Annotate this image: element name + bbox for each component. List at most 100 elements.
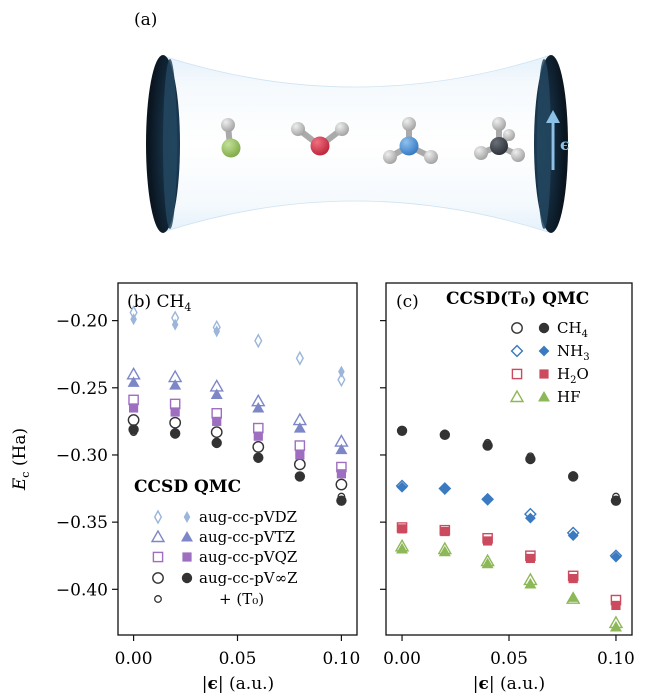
data-point-c-diamond <box>567 530 579 541</box>
legend-marker-filled <box>181 572 193 584</box>
legend-label: NH3 <box>557 342 590 363</box>
legend-label: aug-cc-pVQZ <box>199 548 297 566</box>
legend-marker-filled <box>539 369 549 379</box>
data-point-b-triangle <box>252 401 265 413</box>
data-point-b-circle <box>335 478 348 491</box>
y-tick-label: −0.35 <box>56 513 108 533</box>
data-point-b-thin-diamond <box>295 350 304 366</box>
data-point-c-small-circle <box>526 452 535 461</box>
data-point-c-diamond <box>524 512 536 524</box>
data-point-c-triangle <box>524 577 537 589</box>
data-point-c-diamond <box>482 493 494 505</box>
data-point-c-triangle <box>609 620 622 632</box>
data-point-b-square <box>170 407 180 417</box>
data-point-b-triangle <box>335 443 348 455</box>
x-tick-label: 0.05 <box>219 649 257 669</box>
panel-b-x-axis-label: |ϵ| (a.u.) <box>202 674 274 694</box>
legend-marker-open <box>150 529 166 543</box>
data-point-b-thin-diamond <box>254 333 263 349</box>
data-point-c-small-circle <box>398 426 406 435</box>
data-point-b-circle <box>210 426 223 439</box>
panel-b: (b) CH4 CCSD QMC Ec (Ha) |ϵ| (a.u.) 0.00… <box>10 282 360 694</box>
data-point-c-small-circle <box>612 492 620 501</box>
field-arrow-icon <box>546 110 560 170</box>
legend-label: CH4 <box>557 319 588 340</box>
y-tick-label: −0.25 <box>56 379 108 399</box>
data-point-c-triangle <box>481 557 494 569</box>
legend-marker-filled <box>538 345 550 357</box>
data-point-b-small-circle <box>129 428 138 437</box>
legend-marker-open <box>511 368 523 380</box>
legend-label: aug-cc-pV∞Z <box>199 569 298 587</box>
left-mirror-face <box>163 59 177 229</box>
legend-marker-open <box>152 572 164 584</box>
y-tick-label: −0.30 <box>56 446 108 466</box>
x-tick-label: 0.05 <box>490 649 528 669</box>
data-point-c-small-circle <box>569 471 578 480</box>
data-point-c-square <box>568 573 578 584</box>
panel-c-axes <box>385 282 633 636</box>
data-point-b-square <box>128 394 139 406</box>
y-tick-label: −0.20 <box>56 312 108 332</box>
data-point-b-small-circle <box>212 440 221 449</box>
data-point-c-diamond <box>610 551 622 563</box>
data-point-b-triangle <box>127 376 140 387</box>
panel-a-label: (a) <box>134 10 157 30</box>
data-point-b-square <box>128 403 139 413</box>
y-tick-label: −0.40 <box>56 580 108 600</box>
legend-marker-open <box>152 551 164 563</box>
panel-b-label: (b) CH4 <box>127 292 191 314</box>
data-point-b-small-circle <box>295 472 304 481</box>
h2o-molecule <box>291 122 349 156</box>
data-point-b-square <box>252 422 264 434</box>
right-mirror-face <box>537 59 551 229</box>
legend-marker-open <box>511 322 523 334</box>
data-point-b-thin-diamond <box>171 318 179 331</box>
data-point-c-square <box>397 524 407 534</box>
legend-marker-filled <box>538 322 550 334</box>
data-point-c-square <box>611 600 621 611</box>
data-point-b-thin-diamond <box>130 313 137 326</box>
data-point-b-small-circle <box>171 430 180 439</box>
legend-label: aug-cc-pVTZ <box>199 528 295 546</box>
data-point-c-small-circle <box>483 438 492 447</box>
legend-marker <box>154 595 162 603</box>
panel-c-x-axis-label: |ϵ| (a.u.) <box>473 674 545 694</box>
x-tick-label: 0.00 <box>383 649 421 669</box>
legend-marker-open <box>153 509 163 525</box>
legend-label: aug-cc-pVDZ <box>199 508 297 526</box>
data-point-b-triangle <box>169 379 182 390</box>
legend-label: + (T₀) <box>219 590 264 608</box>
legend-marker-open <box>510 344 524 358</box>
panel-c-label: (c) <box>396 292 419 312</box>
data-point-c-diamond <box>396 481 408 493</box>
field-label: ϵ <box>560 135 570 154</box>
x-tick-label: 0.10 <box>322 649 360 669</box>
legend-label: H2O <box>557 365 589 386</box>
data-point-b-square <box>294 440 306 451</box>
data-point-b-triangle <box>210 388 223 400</box>
data-point-b-thin-diamond <box>213 325 221 338</box>
hf-molecule <box>221 118 241 158</box>
ch4-molecule <box>474 117 525 162</box>
nh3-molecule <box>383 117 438 164</box>
data-point-b-square <box>253 431 263 441</box>
legend-marker-filled <box>182 552 192 562</box>
legend-marker-open <box>509 389 525 403</box>
data-point-b-circle <box>169 416 182 429</box>
panel-b-method-label: CCSD QMC <box>134 477 241 497</box>
data-point-b-small-circle <box>254 455 263 463</box>
data-point-b-triangle <box>293 422 306 433</box>
legend-marker-filled <box>183 511 191 523</box>
data-point-b-square <box>211 408 223 419</box>
data-point-c-small-circle <box>440 429 449 438</box>
cavity-illustration: ϵ <box>146 55 570 233</box>
data-point-c-square <box>525 553 535 564</box>
y-axis-label: Ec (Ha) <box>10 428 32 491</box>
panel-c-method-label: CCSD(T₀) QMC <box>446 289 589 309</box>
data-point-b-square <box>212 416 222 426</box>
legend-label: HF <box>557 388 581 406</box>
data-point-b-small-circle <box>337 492 346 501</box>
panel-c: (c) CCSD(T₀) QMC |ϵ| (a.u.) 0.00 0.05 0.10… <box>380 282 635 694</box>
